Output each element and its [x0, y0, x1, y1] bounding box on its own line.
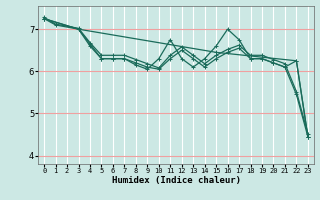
X-axis label: Humidex (Indice chaleur): Humidex (Indice chaleur)	[111, 176, 241, 185]
